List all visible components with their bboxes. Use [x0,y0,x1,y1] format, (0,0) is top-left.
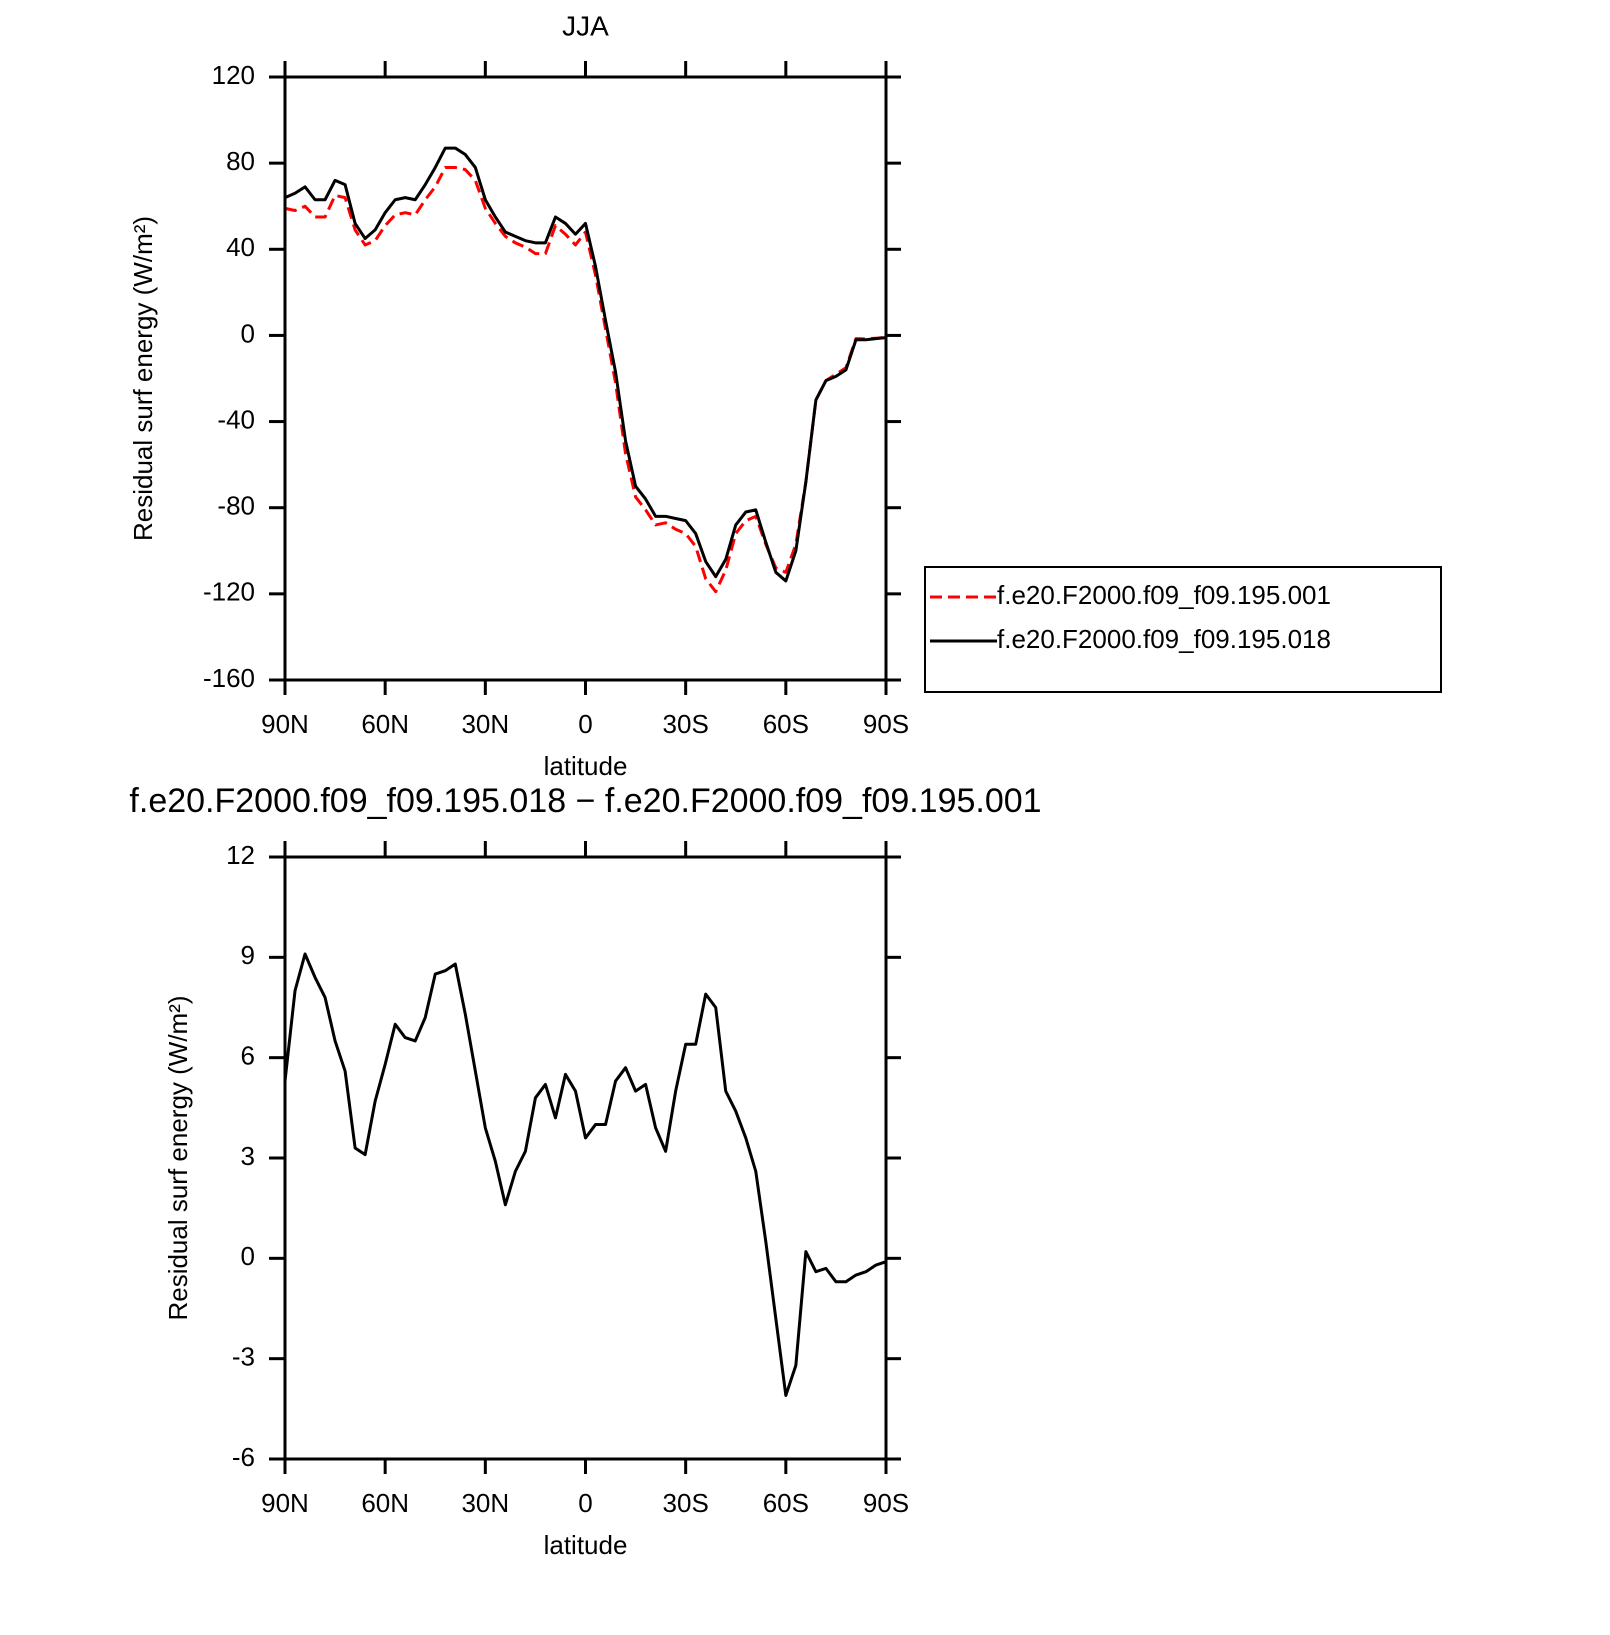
y-tick-label: 0 [241,1241,255,1271]
x-axis-label: latitude [544,751,628,781]
x-tick-label: 90N [261,1488,309,1518]
x-tick-label: 30S [663,709,709,739]
y-tick-label: -40 [217,404,255,434]
chart-title: JJA [562,10,609,41]
y-tick-label: 120 [212,60,255,90]
y-tick-label: 80 [226,146,255,176]
x-tick-label: 60S [763,1488,809,1518]
chart-title: f.e20.F2000.f09_f09.195.018 − f.e20.F200… [129,782,1041,820]
y-tick-label: 6 [241,1041,255,1071]
y-tick-label: -120 [203,577,255,607]
x-tick-label: 90S [863,1488,909,1518]
x-tick-label: 90N [261,709,309,739]
y-axis-label: Residual surf energy (W/m²) [128,216,158,541]
y-tick-label: -80 [217,491,255,521]
legend-label: f.e20.F2000.f09_f09.195.001 [997,580,1331,610]
y-tick-label: 9 [241,940,255,970]
x-tick-label: 90S [863,709,909,739]
x-tick-label: 30N [461,1488,509,1518]
x-axis-label: latitude [544,1530,628,1560]
y-axis-label: Residual surf energy (W/m²) [163,995,193,1320]
legend-label: f.e20.F2000.f09_f09.195.018 [997,624,1331,654]
y-tick-label: -3 [232,1342,255,1372]
x-tick-label: 60S [763,709,809,739]
y-tick-label: -6 [232,1442,255,1472]
x-tick-label: 0 [578,709,592,739]
x-tick-label: 30N [461,709,509,739]
data-line [284,165,887,594]
plot-frame [283,855,888,1461]
data-line [283,952,887,1397]
x-tick-label: 0 [578,1488,592,1518]
y-tick-label: -160 [203,663,255,693]
x-tick-label: 60N [361,1488,409,1518]
data-line [284,146,887,583]
legend-box [924,566,1442,693]
y-tick-label: 40 [226,232,255,262]
y-tick-label: 3 [241,1141,255,1171]
y-tick-label: 12 [226,840,255,870]
x-tick-label: 60N [361,709,409,739]
x-tick-label: 30S [663,1488,709,1518]
plot-frame [283,75,888,682]
y-tick-label: 0 [241,318,255,348]
